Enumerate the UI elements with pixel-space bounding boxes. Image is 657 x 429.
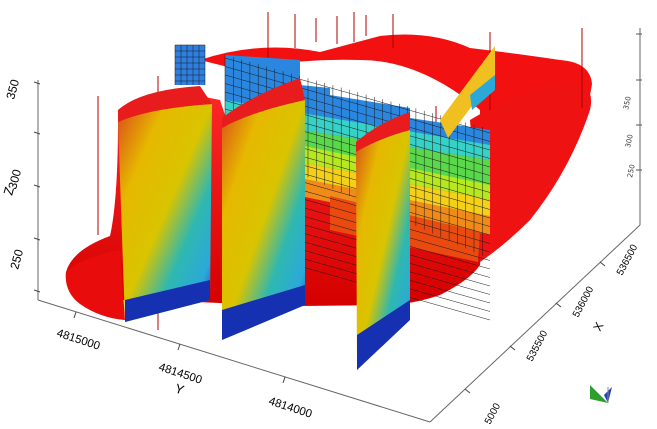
x-tick-536500: 536500: [615, 242, 641, 277]
z-tick-300: 300: [5, 167, 24, 190]
y-tick-4814000: 4814000: [267, 395, 313, 420]
x-axis-ticks: [464, 261, 606, 394]
x-tick-5000: 5000: [483, 401, 503, 426]
cross-section-3[interactable]: [356, 112, 410, 370]
grid-line: [224, 74, 491, 151]
cross-section-4[interactable]: [440, 46, 495, 138]
z-axis-ticks: [33, 81, 41, 293]
y-axis-ticks: [73, 311, 286, 384]
x-tick-535500: 535500: [525, 328, 551, 363]
z-right-tick-350: 350: [622, 96, 633, 111]
z-tick-350: 350: [3, 77, 22, 100]
z-tick-250: 250: [7, 247, 26, 270]
z-right-tick-250: 250: [626, 164, 637, 179]
z-axis-label: Z: [0, 185, 17, 197]
orientation-axes-icon[interactable]: [590, 385, 612, 403]
y-tick-4815000: 4815000: [55, 327, 101, 352]
cross-section-1[interactable]: [118, 86, 212, 322]
z-right-tick-300: 300: [624, 134, 635, 149]
z-axis-right-ticks: [636, 33, 642, 171]
x-axis-label: X: [590, 320, 606, 334]
y-axis-label: Y: [173, 381, 186, 398]
cross-section-2[interactable]: [222, 78, 305, 340]
x-tick-536000: 536000: [571, 284, 597, 319]
